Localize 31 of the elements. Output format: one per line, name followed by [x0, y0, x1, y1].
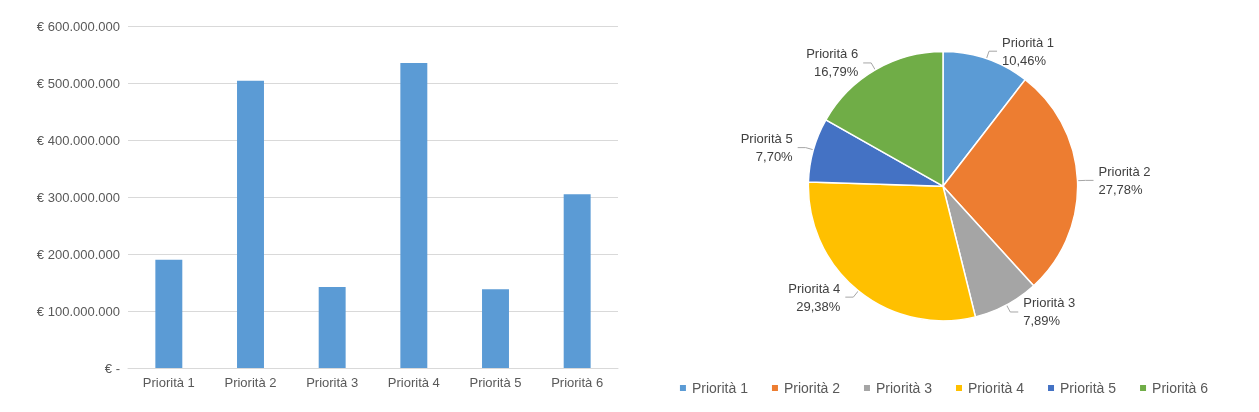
y-tick-label: € 100.000.000 — [36, 303, 120, 319]
data-label: 7,89% — [1023, 313, 1061, 329]
x-tick-label: Priorità 2 — [224, 375, 277, 390]
y-tick-label: € - — [104, 360, 120, 376]
y-tick-label: € 500.000.000 — [36, 75, 120, 91]
data-label: 10,46% — [1002, 52, 1047, 68]
x-tick-label: Priorità 6 — [551, 375, 604, 390]
slice-label: Priorità 1 — [1002, 34, 1055, 50]
bar — [482, 289, 509, 368]
x-tick-label: Priorità 5 — [469, 375, 522, 390]
data-label: 7,70% — [755, 149, 794, 165]
y-tick-label: € 300.000.000 — [36, 189, 120, 205]
slice-label: Priorità 6 — [806, 46, 859, 62]
bar — [400, 63, 428, 368]
y-tick-label: € 400.000.000 — [36, 132, 120, 148]
x-tick-label: Priorità 1 — [142, 375, 195, 390]
bar — [563, 194, 591, 368]
slice-label: Priorità 3 — [1023, 295, 1076, 311]
x-tick-label: Priorità 4 — [387, 375, 440, 390]
data-label: 27,78% — [1098, 181, 1144, 197]
bar — [155, 259, 183, 368]
y-tick-label: € 200.000.000 — [36, 246, 120, 262]
data-label: 16,79% — [814, 64, 859, 80]
slice-label: Priorità 2 — [1098, 163, 1151, 179]
bar — [237, 80, 264, 368]
x-tick-label: Priorità 3 — [306, 375, 359, 390]
slice-label: Priorità 5 — [740, 131, 793, 147]
data-label: 29,38% — [796, 298, 841, 314]
y-tick-label: € 600.000.000 — [36, 18, 120, 34]
slice-label: Priorità 4 — [788, 280, 841, 296]
bar — [318, 287, 346, 368]
